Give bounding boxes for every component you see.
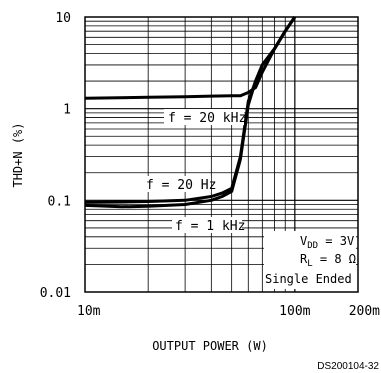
y-tick-label: 1 bbox=[63, 103, 71, 118]
y-axis-title: THD+N (%) bbox=[11, 122, 25, 187]
x-tick-label: 10m bbox=[77, 304, 101, 319]
series-line-1 bbox=[84, 16, 297, 100]
rl-symbol: R bbox=[300, 252, 308, 266]
series-label-20khz: f = 20 kHz bbox=[168, 111, 246, 126]
x-axis-title: OUTPUT POWER (W) bbox=[152, 339, 268, 353]
y-tick-label: 10 bbox=[55, 11, 71, 26]
condition-vdd: VDD = 3V bbox=[300, 234, 354, 251]
rl-subscript: L bbox=[307, 259, 312, 269]
series-label-1khz: f = 1 kHz bbox=[175, 219, 245, 234]
tick-labels: 10 1 0.1 0.01 10m 100m 200m bbox=[40, 11, 380, 319]
footer-code: DS200104-32 bbox=[317, 361, 379, 372]
x-tick-label: 100m bbox=[279, 304, 310, 319]
x-tick-label: 200m bbox=[349, 304, 380, 319]
series-label-20hz: f = 20 Hz bbox=[146, 178, 216, 193]
series-layer bbox=[84, 16, 297, 209]
svg-text:RL = 8 Ω: RL = 8 Ω bbox=[300, 252, 356, 269]
y-tick-label: 0.01 bbox=[40, 286, 71, 301]
rl-value: = 8 Ω bbox=[313, 252, 356, 266]
y-tick-label: 0.1 bbox=[48, 194, 71, 209]
condition-rl: RL = 8 Ω bbox=[300, 252, 356, 269]
condition-mode: Single Ended bbox=[265, 272, 352, 286]
vdd-symbol: V bbox=[300, 234, 307, 248]
series-line-3 bbox=[84, 16, 297, 209]
svg-text:VDD = 3V: VDD = 3V bbox=[300, 234, 354, 251]
vdd-subscript: DD bbox=[307, 241, 318, 251]
plot-frame bbox=[84, 16, 359, 293]
vdd-value: = 3V bbox=[318, 234, 354, 248]
